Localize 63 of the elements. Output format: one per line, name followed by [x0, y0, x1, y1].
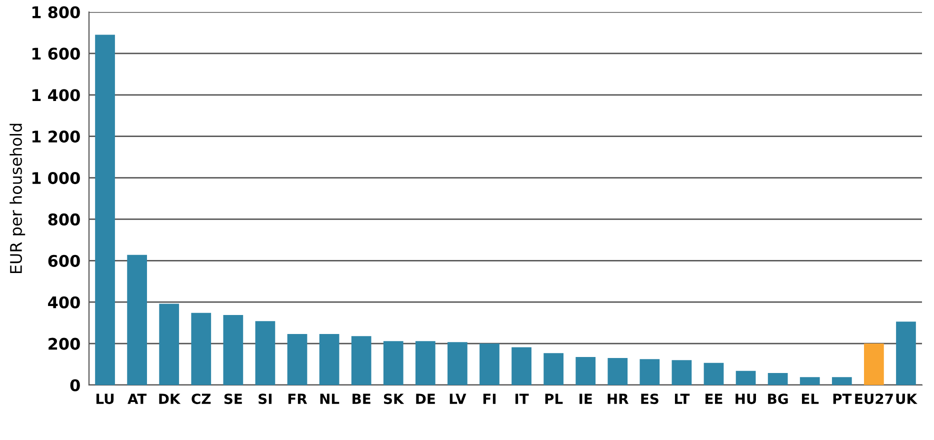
- bar: [319, 334, 340, 385]
- x-tick-label: LT: [674, 394, 690, 404]
- x-tick-label: UK: [896, 394, 918, 404]
- bar: [544, 353, 564, 385]
- bar: [383, 341, 404, 385]
- x-tick-label: AT: [128, 394, 147, 404]
- x-tick-label: FI: [483, 394, 496, 404]
- bar: [255, 321, 276, 385]
- y-tick-label: 1 000: [32, 172, 80, 184]
- y-tick-label: 800: [48, 213, 80, 226]
- bar: [800, 377, 820, 385]
- x-tick-label: EE: [706, 394, 722, 404]
- y-tick-label: 1 200: [32, 130, 80, 143]
- bar: [480, 344, 500, 385]
- x-tick-label: FR: [288, 394, 308, 404]
- x-tick-label: BG: [768, 394, 788, 404]
- bar: [191, 312, 212, 385]
- bar: [608, 358, 628, 385]
- x-tick-label: LV: [450, 394, 466, 404]
- bar: [736, 370, 756, 385]
- x-tick-label: SI: [258, 394, 272, 404]
- x-tick-label: BE: [352, 394, 370, 404]
- x-tick-label: ES: [641, 394, 658, 404]
- y-tick-label: 0: [70, 379, 80, 392]
- bar: [768, 372, 788, 385]
- x-tick-label: NL: [320, 394, 340, 404]
- bar: [351, 336, 372, 385]
- bar: [704, 362, 724, 385]
- y-tick-label: 200: [48, 338, 80, 350]
- bar: [512, 347, 532, 385]
- bar: [127, 254, 147, 385]
- x-tick-label: HR: [608, 394, 629, 404]
- x-tick-label: EL: [802, 394, 819, 404]
- x-tick-label: PL: [545, 394, 563, 404]
- bar: [448, 342, 468, 385]
- bar: [415, 341, 436, 385]
- bar: [896, 322, 916, 385]
- bar: [287, 334, 308, 385]
- bar: [672, 360, 692, 385]
- y-axis-title: EUR per household: [10, 124, 26, 274]
- bar: [95, 34, 115, 385]
- x-tick-label: EU27: [855, 394, 893, 404]
- y-tick-label: 1 600: [32, 48, 80, 60]
- bar: [640, 359, 660, 385]
- bar: [832, 377, 852, 385]
- x-tick-label: DE: [416, 394, 435, 404]
- bar: [864, 344, 884, 385]
- y-tick-label: 1 800: [32, 6, 80, 18]
- x-tick-label: HU: [736, 394, 756, 404]
- y-tick-label: 400: [48, 296, 80, 308]
- x-tick-label: DK: [159, 394, 181, 404]
- x-tick-label: IT: [515, 394, 529, 404]
- x-tick-label: SE: [224, 394, 242, 404]
- x-tick-label: PT: [833, 394, 852, 404]
- x-tick-label: LU: [96, 394, 114, 404]
- bar: [576, 357, 596, 385]
- y-tick-label: 1 400: [32, 89, 80, 102]
- bar: [159, 304, 180, 385]
- x-tick-label: SK: [384, 394, 404, 404]
- x-tick-label: IE: [580, 394, 592, 404]
- x-tick-label: CZ: [192, 394, 211, 404]
- y-tick-label: 600: [48, 254, 80, 267]
- bar: [223, 314, 244, 385]
